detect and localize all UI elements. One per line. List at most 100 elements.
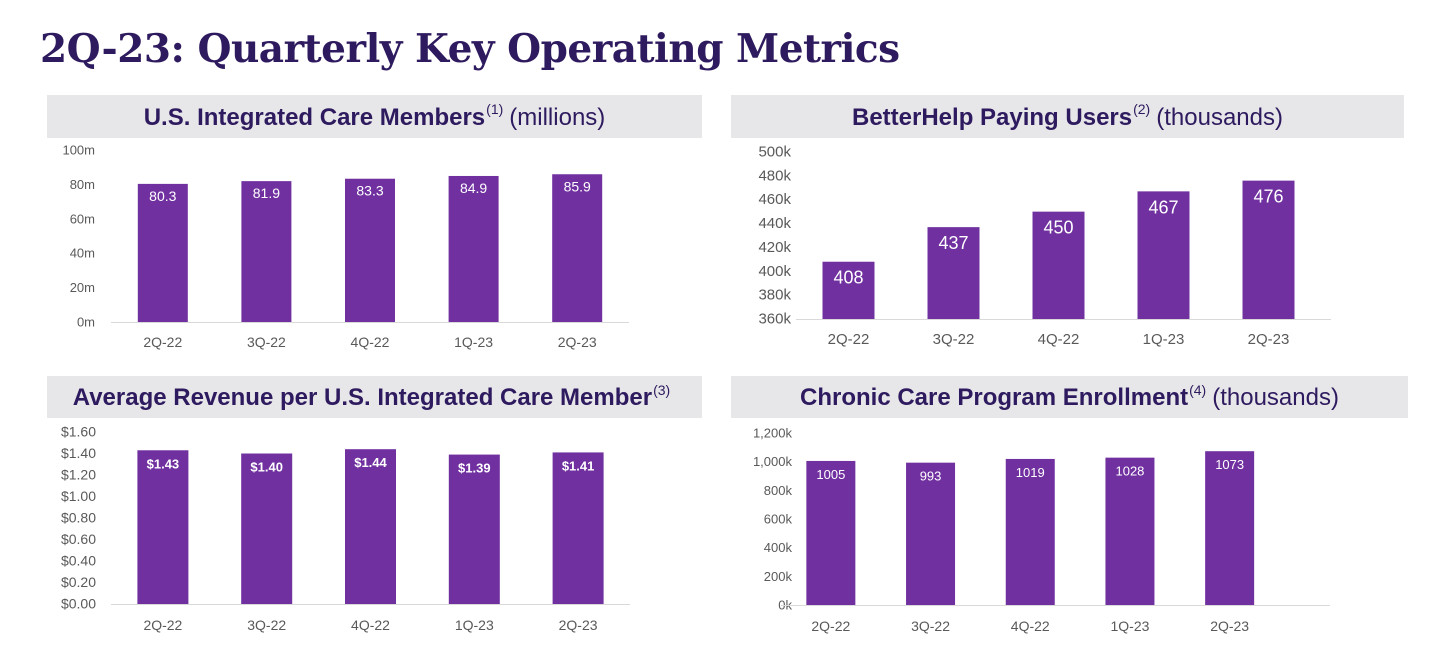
data-label: 1005 (816, 467, 845, 482)
x-category-label: 1Q-23 (1110, 618, 1149, 634)
bar-chart: $0.00 $0.20 $0.40 $0.60 $0.80 $1.00 $1.20 $1.40… (61, 424, 630, 633)
chart-unit: (thousands) (1212, 384, 1339, 411)
chart-panel-integrated-care-members: U.S. Integrated Care Members(1) (millions… (47, 95, 702, 363)
bar (448, 454, 500, 604)
data-label: 80.3 (149, 188, 176, 204)
chart-footnote: (3) (653, 382, 671, 398)
bar (1105, 457, 1155, 605)
x-category-label: 4Q-22 (1038, 331, 1080, 348)
page-title: 2Q-23: Quarterly Key Operating Metrics (40, 26, 900, 72)
data-label: $1.40 (250, 460, 283, 475)
y-tick-label: 0m (77, 315, 95, 330)
bar (1242, 180, 1295, 319)
x-category-label: 3Q-22 (933, 331, 975, 348)
x-category-label: 2Q-22 (143, 334, 182, 350)
y-tick-label: 500k (758, 144, 791, 161)
data-label: 83.3 (356, 183, 383, 199)
bar (137, 450, 189, 604)
y-tick-label: $0.20 (61, 574, 96, 590)
data-label: 408 (833, 268, 863, 288)
chart-title: BetterHelp Paying Users (852, 104, 1133, 131)
data-label: $1.39 (458, 461, 491, 476)
chart-title: Average Revenue per U.S. Integrated Care… (72, 384, 653, 411)
chart-header: Chronic Care Program Enrollment(4) (thous… (731, 376, 1408, 418)
bar-chart: 360k 380k 400k 420k 440k 460k 480k 500k 408 2Q-22… (758, 144, 1331, 348)
y-tick-label: 380k (758, 287, 791, 304)
x-category-label: 2Q-22 (811, 618, 850, 634)
data-label: 450 (1043, 218, 1073, 238)
x-category-label: 4Q-22 (1011, 618, 1050, 634)
data-label: $1.44 (354, 455, 387, 470)
y-tick-label: $0.60 (61, 531, 96, 547)
data-label: 81.9 (253, 185, 280, 201)
x-category-label: 2Q-22 (143, 617, 182, 633)
y-tick-label: 440k (758, 215, 791, 232)
y-tick-label: 80m (70, 177, 95, 192)
y-tick-label: $1.40 (61, 445, 96, 461)
y-tick-label: $1.00 (61, 488, 96, 504)
x-category-label: 4Q-22 (351, 334, 390, 350)
x-category-label: 2Q-23 (558, 334, 597, 350)
x-category-label: 3Q-22 (911, 618, 950, 634)
chart-footnote: (1) (486, 101, 504, 117)
x-category-label: 1Q-23 (454, 334, 493, 350)
chart-header: Average Revenue per U.S. Integrated Care… (47, 376, 702, 418)
y-tick-label: $0.00 (61, 596, 96, 612)
x-category-label: 2Q-23 (559, 617, 598, 633)
y-tick-label: $0.80 (61, 510, 96, 526)
bar (241, 181, 292, 322)
x-category-label: 4Q-22 (351, 617, 390, 633)
x-category-label: 2Q-23 (1210, 618, 1249, 634)
y-tick-label: $0.40 (61, 553, 96, 569)
y-tick-label: 420k (758, 239, 791, 256)
chart-panel-betterhelp-paying-users: BetterHelp Paying Users(2) (thousands) 36… (731, 95, 1404, 363)
y-tick-label: 360k (758, 311, 791, 328)
y-tick-label: 480k (758, 167, 791, 184)
bar (552, 452, 604, 604)
bar (1032, 211, 1085, 319)
data-label: 993 (920, 469, 942, 484)
bar (927, 227, 980, 319)
y-tick-label: 40m (70, 246, 95, 261)
bar (806, 460, 856, 605)
y-tick-label: 1,200k (753, 426, 793, 441)
chart-header: U.S. Integrated Care Members(1) (millions… (47, 95, 702, 138)
chart-title: Chronic Care Program Enrollment (800, 384, 1189, 411)
bar (137, 183, 188, 322)
chart-header: BetterHelp Paying Users(2) (thousands) (731, 95, 1404, 138)
data-label: 84.9 (460, 180, 487, 196)
chart-footnote: (2) (1133, 101, 1151, 117)
x-category-label: 3Q-22 (247, 617, 286, 633)
data-label: $1.43 (147, 456, 180, 471)
bar (552, 174, 603, 322)
y-tick-label: 400k (764, 540, 793, 555)
x-category-label: 1Q-23 (455, 617, 494, 633)
chart-footnote: (4) (1189, 382, 1207, 398)
bar (345, 449, 396, 604)
chart-panel-chronic-care-enrollment: Chronic Care Program Enrollment(4) (thous… (731, 376, 1408, 650)
x-category-label: 2Q-23 (1248, 331, 1290, 348)
bar (448, 175, 499, 322)
bar-chart: 0m 20m 40m 60m 80m 100m 80.3 2Q-22 81.9 3Q-22 83.3… (62, 143, 629, 350)
data-label: 467 (1148, 197, 1178, 217)
bar-chart: 0k200k400k600k800k1,000k1,200k10052Q-229… (753, 426, 1330, 634)
y-tick-label: 460k (758, 191, 791, 208)
data-label: 1073 (1215, 457, 1244, 472)
y-tick-label: 100m (62, 143, 95, 158)
y-tick-label: 60m (70, 211, 95, 226)
data-label: 1019 (1016, 465, 1045, 480)
data-label: 85.9 (564, 178, 591, 194)
x-category-label: 2Q-22 (828, 331, 870, 348)
y-tick-label: 200k (764, 569, 793, 584)
y-tick-label: 600k (764, 512, 793, 527)
bar (241, 453, 293, 604)
bar (1137, 191, 1190, 319)
chart-unit: (thousands) (1156, 104, 1283, 131)
bar (1205, 451, 1255, 605)
bar (345, 178, 395, 322)
data-label: $1.41 (562, 458, 595, 473)
data-label: 1028 (1115, 464, 1144, 479)
x-category-label: 3Q-22 (247, 334, 286, 350)
data-label: 476 (1253, 187, 1283, 207)
y-tick-label: 1,000k (753, 454, 793, 469)
